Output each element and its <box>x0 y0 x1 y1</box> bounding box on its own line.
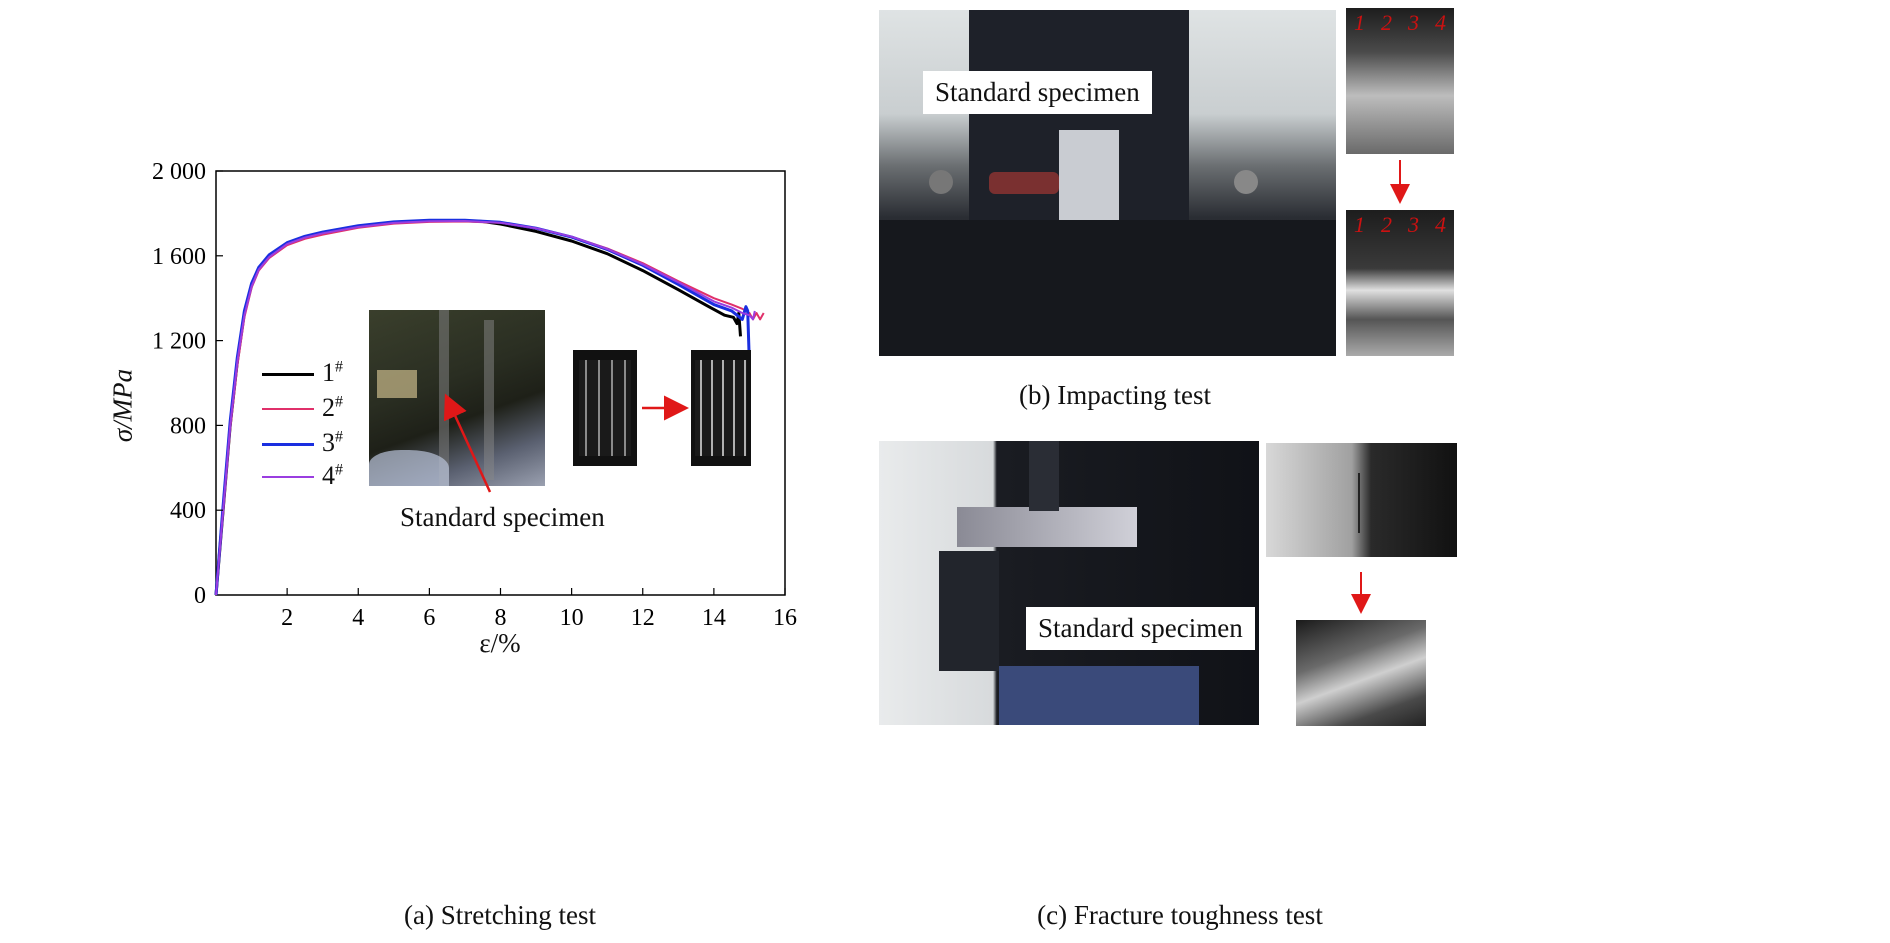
impact-specimen-label: Standard specimen <box>923 71 1152 114</box>
x-axis-label: ε/% <box>479 628 521 658</box>
notch-number: 4 <box>1435 10 1446 35</box>
ticks-layer: 2 4 6 8 10 12 14 16 0 400 800 1 200 1 600 2 000 <box>152 159 797 631</box>
notch-number: 2 <box>1381 212 1392 237</box>
legend-item-4: 4# <box>262 461 362 491</box>
y-tick-label: 2 000 <box>152 159 206 185</box>
notch-number: 4 <box>1435 212 1446 237</box>
legend-label: 2# <box>322 393 343 422</box>
impact-samples-before: 1 2 3 4 <box>1346 8 1454 154</box>
legend-swatch <box>262 408 314 410</box>
x-tick-label: 14 <box>702 605 726 631</box>
legend: 1# 2# 3# 4# <box>262 358 362 491</box>
legend-label: 3# <box>322 428 343 457</box>
notch-number: 2 <box>1381 10 1392 35</box>
caption-a: (a) Stretching test <box>404 900 596 930</box>
y-tick-label: 800 <box>170 413 206 439</box>
notch-number: 3 <box>1408 212 1419 237</box>
fracture-test-photo <box>879 441 1259 725</box>
y-tick-label: 1 200 <box>152 329 206 355</box>
fracture-surface-after <box>1296 620 1426 726</box>
y-tick-label: 0 <box>194 583 206 609</box>
x-tick-label: 2 <box>281 605 293 631</box>
legend-label: 1# <box>322 358 343 387</box>
fracture-sample-before <box>1266 443 1457 557</box>
impact-test-photo <box>879 10 1336 356</box>
legend-swatch <box>262 443 314 446</box>
notch-number: 3 <box>1408 10 1419 35</box>
x-tick-label: 10 <box>560 605 584 631</box>
notch-number: 1 <box>1354 10 1365 35</box>
series-layer <box>214 218 765 596</box>
x-tick-label: 8 <box>495 605 507 631</box>
x-tick-label: 4 <box>352 605 364 631</box>
y-axis-label: σ/MPa <box>107 368 138 443</box>
series-line-4 <box>215 220 756 596</box>
impact-samples-after: 1 2 3 4 <box>1346 210 1454 356</box>
x-tick-label: 6 <box>423 605 435 631</box>
y-tick-label: 400 <box>170 498 206 524</box>
legend-item-2: 2# <box>262 393 362 423</box>
caption-c: (c) Fracture toughness test <box>1037 900 1323 930</box>
legend-swatch <box>262 476 314 478</box>
legend-item-3: 3# <box>262 428 362 458</box>
tensile-specimen-after <box>691 350 751 466</box>
legend-item-1: 1# <box>262 358 362 388</box>
tensile-specimen-before <box>573 350 637 466</box>
caption-b: (b) Impacting test <box>1019 380 1211 410</box>
inset-label: Standard specimen <box>400 502 605 532</box>
y-tick-label: 1 600 <box>152 244 206 270</box>
legend-label: 4# <box>322 461 343 490</box>
legend-swatch <box>262 373 314 376</box>
x-tick-label: 16 <box>773 605 797 631</box>
x-tick-label: 12 <box>631 605 655 631</box>
notch-number: 1 <box>1354 212 1365 237</box>
fracture-specimen-label: Standard specimen <box>1026 607 1255 650</box>
tensile-machine-photo <box>369 310 545 486</box>
